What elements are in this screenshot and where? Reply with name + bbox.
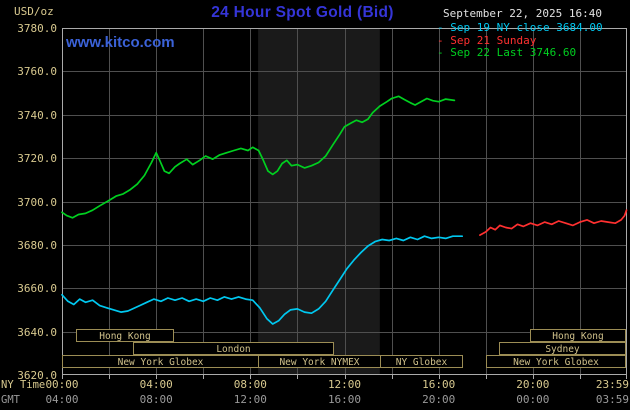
x-axis-label-ny: 23:59 (596, 378, 629, 391)
legend-item-sep21: - Sep 21 Sunday (437, 33, 537, 47)
session-label: Hong Kong (552, 331, 603, 342)
session-label: New York Globex (513, 357, 599, 368)
x-axis-label-ny: 12:00 (328, 378, 361, 391)
x-axis-label-gmt: 12:00 (234, 393, 267, 406)
x-axis-label-gmt: 03:59 (596, 393, 629, 406)
y-axis-tick-label: 3760.0 (17, 65, 57, 78)
y-axis-tick-label: 3660.0 (17, 282, 57, 295)
y-axis-tick-label: 3780.0 (17, 22, 57, 35)
session-box (530, 329, 626, 342)
timestamp: September 22, 2025 16:40 (443, 7, 602, 20)
y-axis-tick-label: 3700.0 (17, 196, 57, 209)
x-axis-label-ny: 08:00 (234, 378, 267, 391)
session-label: New York Globex (118, 357, 204, 368)
session-label: NY Globex (396, 357, 448, 368)
chart-title: 24 Hour Spot Gold (Bid) (211, 4, 394, 21)
legend: - Sep 19 NY close 3684.00 - Sep 21 Sunda… (437, 21, 603, 60)
session-box (499, 342, 626, 355)
x-axis-label-gmt: 20:00 (422, 393, 455, 406)
x-axis-label-gmt: 00:00 (516, 393, 549, 406)
legend-item-sep19: - Sep 19 NY close 3684.00 (437, 21, 603, 34)
nymex-floor-session-band (258, 28, 380, 375)
y-axis-unit-label: USD/oz (14, 5, 54, 18)
session-label: Hong Kong (99, 331, 150, 342)
ny-time-axis-caption: NY Time (1, 379, 45, 391)
series-line-sep21 (479, 209, 628, 236)
x-axis-label-ny: 16:00 (422, 378, 455, 391)
session-box (380, 355, 463, 368)
y-axis-tick-label: 3680.0 (17, 239, 57, 252)
x-axis-label-ny: 00:00 (45, 378, 78, 391)
x-axis-label-gmt: 16:00 (328, 393, 361, 406)
series-line-sep19 (61, 235, 464, 325)
session-label: London (216, 344, 250, 355)
y-axis-tick-label: 3720.0 (17, 152, 57, 165)
x-axis-label-gmt: 04:00 (45, 393, 78, 406)
y-axis-tick-label: 3740.0 (17, 109, 57, 122)
session-box (76, 329, 174, 342)
session-box (486, 355, 626, 368)
plot-border (62, 28, 627, 375)
kitco-website-link[interactable]: www.kitco.com (66, 34, 175, 51)
series-line-sep22 (61, 95, 456, 219)
session-label: Sydney (545, 344, 580, 355)
session-label: New York NYMEX (279, 357, 359, 368)
y-axis-tick-label: 3640.0 (17, 326, 57, 339)
legend-item-sep22: - Sep 22 Last 3746.60 (437, 46, 577, 59)
gmt-axis-caption: GMT (1, 394, 21, 406)
session-box (133, 342, 334, 355)
x-axis-label-gmt: 08:00 (140, 393, 173, 406)
y-axis-tick-label: 3620.0 (17, 369, 57, 382)
x-axis-label-ny: 04:00 (140, 378, 173, 391)
x-axis-label-ny: 20:00 (516, 378, 549, 391)
